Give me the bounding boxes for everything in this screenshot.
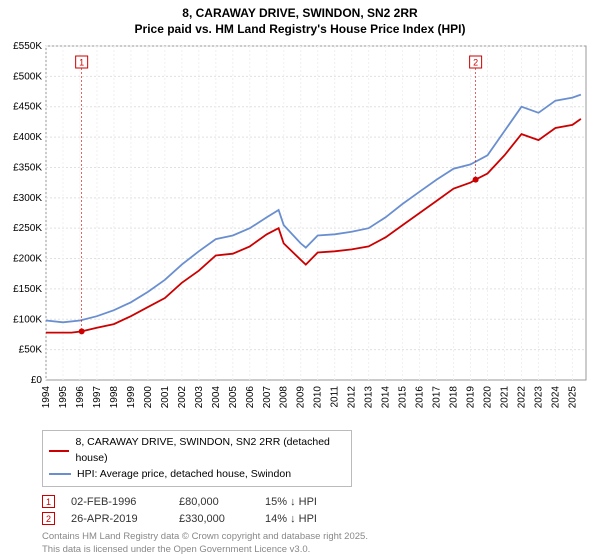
legend-row-0: 8, CARAWAY DRIVE, SWINDON, SN2 2RR (deta… (49, 435, 345, 467)
svg-text:2014: 2014 (381, 386, 392, 409)
title-line-2: Price paid vs. HM Land Registry's House … (0, 22, 600, 38)
svg-text:2012: 2012 (347, 386, 358, 409)
svg-text:2005: 2005 (228, 386, 239, 409)
legend-label: HPI: Average price, detached house, Swin… (77, 467, 291, 483)
legend-label: 8, CARAWAY DRIVE, SWINDON, SN2 2RR (deta… (75, 435, 345, 467)
svg-text:2006: 2006 (245, 386, 256, 409)
svg-text:2025: 2025 (567, 386, 578, 409)
svg-text:£300K: £300K (13, 193, 42, 204)
svg-text:2009: 2009 (296, 386, 307, 409)
svg-text:£550K: £550K (13, 42, 42, 52)
title-line-1: 8, CARAWAY DRIVE, SWINDON, SN2 2RR (0, 6, 600, 22)
svg-text:2023: 2023 (533, 386, 544, 409)
svg-text:2007: 2007 (262, 386, 273, 409)
svg-text:£0: £0 (31, 375, 43, 386)
line-chart-svg: £0 £50K £100K £150K £200K £250K £300K £350K £400… (4, 42, 596, 420)
marker-dot-2 (473, 177, 479, 183)
svg-text:1999: 1999 (126, 386, 137, 409)
tx-pct: 15% ↓ HPI (265, 496, 355, 508)
legend-box: 8, CARAWAY DRIVE, SWINDON, SN2 2RR (deta… (42, 430, 352, 487)
svg-text:2024: 2024 (550, 386, 561, 409)
legend-swatch (49, 473, 71, 475)
svg-text:2002: 2002 (177, 386, 188, 409)
marker-label-1: 1 (79, 58, 84, 68)
svg-text:2000: 2000 (143, 386, 154, 409)
footnote: Contains HM Land Registry data © Crown c… (42, 531, 582, 556)
tx-marker: 1 (42, 495, 55, 508)
svg-text:2022: 2022 (516, 386, 527, 409)
svg-text:2008: 2008 (279, 386, 290, 409)
transaction-table: 1 02-FEB-1996 £80,000 15% ↓ HPI 2 26-APR-2019… (42, 495, 582, 525)
legend-swatch (49, 450, 69, 452)
marker-dot-1 (79, 328, 85, 334)
svg-text:2020: 2020 (483, 386, 494, 409)
svg-text:£450K: £450K (13, 102, 42, 113)
svg-text:1996: 1996 (75, 386, 86, 409)
svg-text:2004: 2004 (211, 386, 222, 409)
svg-text:2013: 2013 (364, 386, 375, 409)
svg-text:£250K: £250K (13, 223, 42, 234)
svg-text:2011: 2011 (330, 386, 341, 408)
chart-area: £0 £50K £100K £150K £200K £250K £300K £350K £400… (4, 42, 596, 420)
svg-text:£100K: £100K (13, 314, 42, 325)
svg-text:2001: 2001 (160, 386, 171, 409)
svg-text:2017: 2017 (432, 386, 443, 409)
transaction-row-0: 1 02-FEB-1996 £80,000 15% ↓ HPI (42, 495, 582, 508)
svg-text:2015: 2015 (398, 386, 409, 409)
svg-text:2010: 2010 (313, 386, 324, 409)
svg-text:1998: 1998 (109, 386, 120, 409)
svg-text:1997: 1997 (92, 386, 103, 409)
svg-text:1995: 1995 (58, 386, 69, 409)
svg-text:2003: 2003 (194, 386, 205, 409)
transaction-row-1: 2 26-APR-2019 £330,000 14% ↓ HPI (42, 512, 582, 525)
chart-title-block: 8, CARAWAY DRIVE, SWINDON, SN2 2RR Price… (0, 0, 600, 39)
footnote-line-2: This data is licensed under the Open Gov… (42, 544, 582, 556)
tx-date: 02-FEB-1996 (71, 496, 163, 508)
svg-text:£150K: £150K (13, 284, 42, 295)
svg-text:£200K: £200K (13, 254, 42, 265)
svg-text:£400K: £400K (13, 132, 42, 143)
tx-price: £330,000 (179, 513, 249, 525)
svg-text:2018: 2018 (449, 386, 460, 409)
marker-label-2: 2 (473, 58, 478, 68)
svg-text:2021: 2021 (499, 386, 510, 409)
svg-text:£50K: £50K (19, 345, 43, 356)
tx-date: 26-APR-2019 (71, 513, 163, 525)
series-hpi (46, 95, 581, 323)
footnote-line-1: Contains HM Land Registry data © Crown c… (42, 531, 582, 543)
legend-and-footer: 8, CARAWAY DRIVE, SWINDON, SN2 2RR (deta… (42, 430, 582, 556)
svg-text:£350K: £350K (13, 162, 42, 173)
tx-marker: 2 (42, 512, 55, 525)
series-price_paid (46, 119, 581, 333)
svg-text:2016: 2016 (415, 386, 426, 409)
tx-price: £80,000 (179, 496, 249, 508)
svg-text:2019: 2019 (466, 386, 477, 409)
svg-text:1994: 1994 (41, 386, 52, 409)
svg-text:£500K: £500K (13, 71, 42, 82)
legend-row-1: HPI: Average price, detached house, Swin… (49, 467, 345, 483)
tx-pct: 14% ↓ HPI (265, 513, 355, 525)
